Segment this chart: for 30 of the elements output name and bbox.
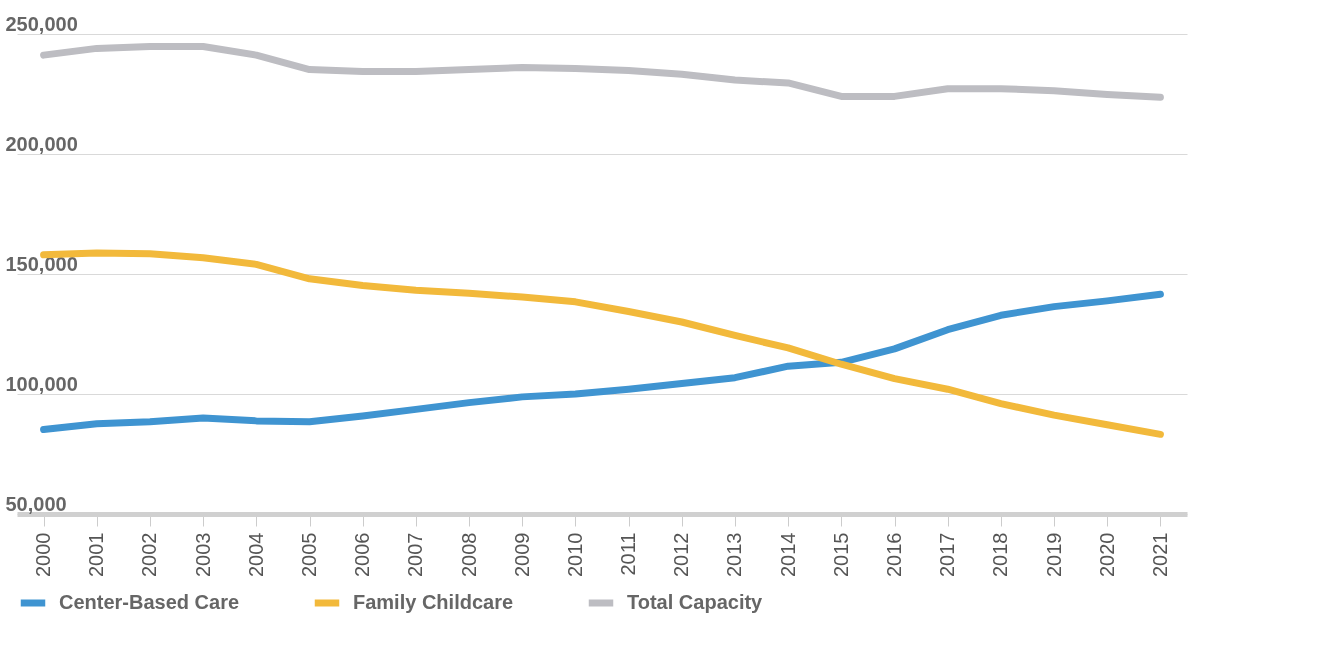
x-tick-label: 2012 (670, 532, 693, 577)
y-tick-label: 200,000 (5, 132, 78, 155)
x-tick-label: 2011 (617, 532, 640, 576)
x-tick-label: 2016 (883, 532, 905, 577)
x-tick-label: 2000 (32, 532, 55, 577)
y-tick-label: 50,000 (5, 492, 67, 515)
x-tick-label: 2007 (404, 532, 427, 577)
x-tick-label: 2002 (138, 532, 161, 577)
x-tick-label: 2009 (510, 532, 533, 577)
x-tick-label: 2017 (936, 532, 959, 577)
x-tick-label: 2006 (351, 532, 374, 577)
x-tick-label: 2003 (191, 532, 214, 577)
x-tick-label: 2019 (1042, 532, 1065, 577)
y-tick-label: 150,000 (5, 252, 78, 275)
x-tick-label: 2020 (1095, 532, 1118, 577)
y-tick-label: 250,000 (5, 12, 78, 35)
legend-label: Total Capacity (627, 591, 764, 613)
legend-label: Center-Based Care (59, 591, 240, 613)
x-tick-label: 2018 (989, 532, 1012, 577)
x-tick-label: 2010 (563, 532, 586, 577)
x-tick-label: 2015 (829, 532, 852, 577)
x-tick-label: 2001 (85, 532, 108, 577)
x-tick-label: 2004 (244, 532, 267, 577)
x-tick-label: 2008 (457, 532, 480, 577)
x-tick-label: 2021 (1148, 532, 1171, 577)
x-tick-label: 2013 (723, 532, 746, 577)
y-tick-label: 100,000 (5, 372, 78, 395)
x-tick-label: 2014 (776, 532, 799, 577)
x-tick-label: 2005 (298, 532, 320, 577)
legend-label: Family Childcare (353, 591, 514, 613)
